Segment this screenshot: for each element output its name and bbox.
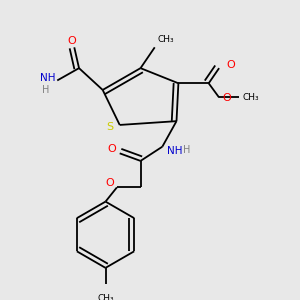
Text: CH₃: CH₃: [158, 35, 174, 44]
Text: O: O: [108, 144, 116, 154]
Text: H: H: [42, 85, 50, 95]
Text: S: S: [107, 122, 114, 132]
Text: NH: NH: [40, 73, 56, 82]
Text: CH₃: CH₃: [97, 294, 114, 300]
Text: O: O: [227, 60, 236, 70]
Text: NH: NH: [167, 146, 182, 156]
Text: H: H: [183, 145, 190, 154]
Text: CH₃: CH₃: [242, 93, 259, 102]
Text: O: O: [106, 178, 115, 188]
Text: O: O: [67, 36, 76, 46]
Text: O: O: [222, 93, 231, 103]
